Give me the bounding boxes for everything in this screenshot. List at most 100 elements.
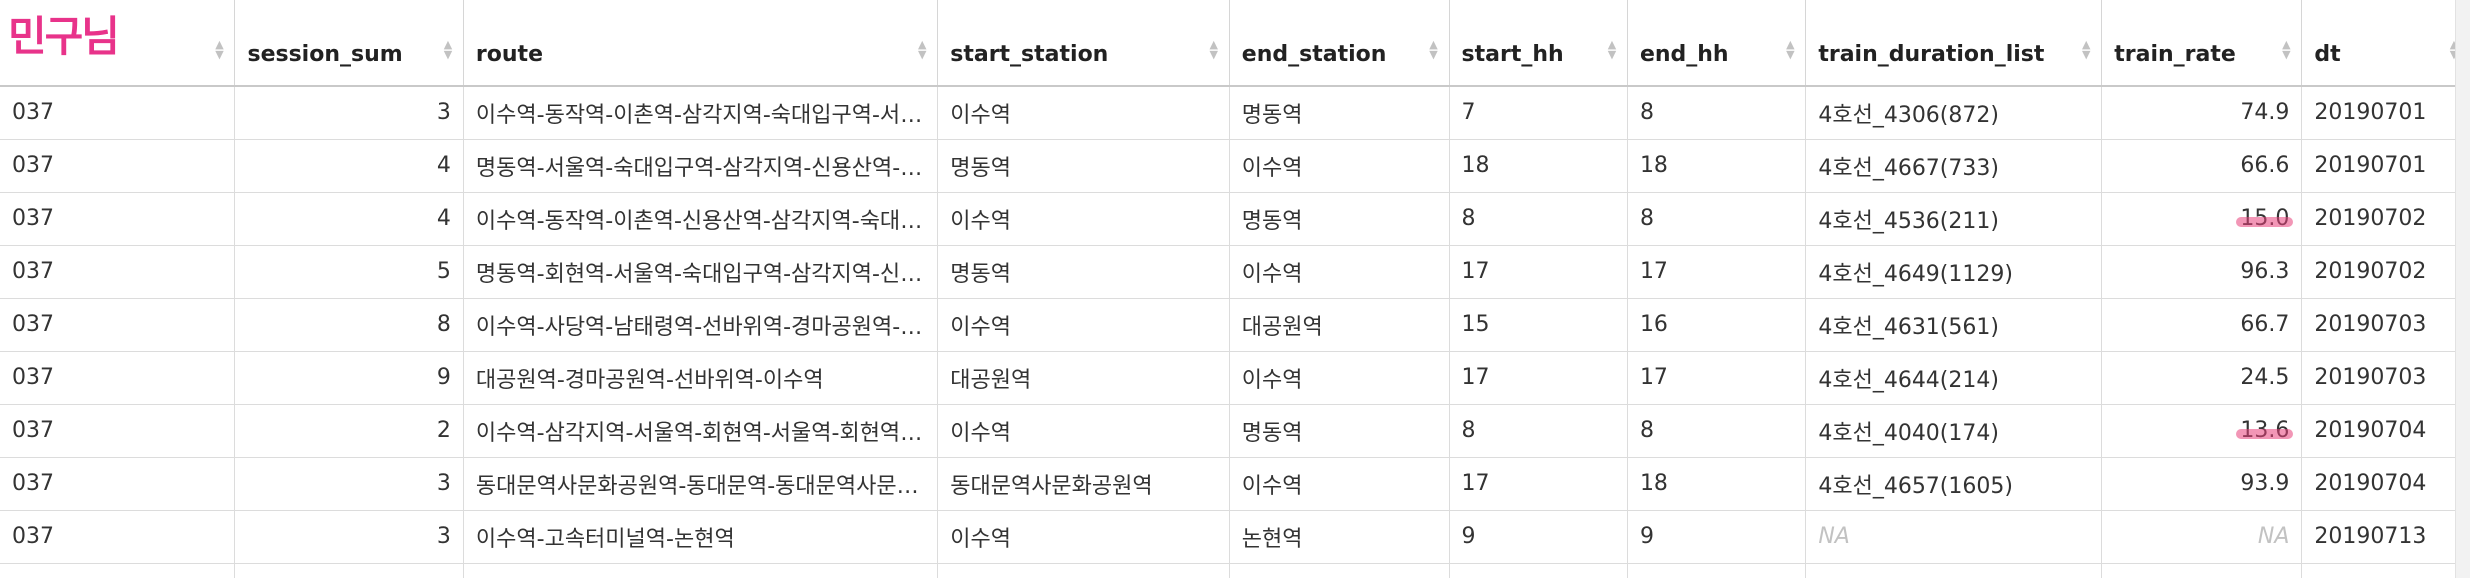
cell-start-station: 동대문역사문화공원역 <box>937 457 1230 511</box>
cell-end-station: 이수역 <box>1229 139 1450 193</box>
cell-dt: 20190702 <box>2301 245 2470 299</box>
cell-train-rate: 24.5 <box>2101 351 2303 405</box>
cell-c: 037 <box>0 510 236 564</box>
cell-end-hh: 9 <box>1627 510 1807 564</box>
column-header-end-station[interactable]: end_station ▲ ▼ <box>1229 0 1450 87</box>
sort-arrows-icon[interactable]: ▲ ▼ <box>1429 38 1438 61</box>
column-header-dt[interactable]: dt ▲ ▼ <box>2301 0 2470 87</box>
column-header-label: session_sum <box>247 42 403 67</box>
sort-arrows-icon[interactable]: ▲ ▼ <box>443 38 453 61</box>
column-header-train-rate[interactable]: train_rate ▲ ▼ <box>2101 0 2303 87</box>
cell-route: 대공원역-경마공원역-선바위역-이수역 <box>463 351 939 405</box>
cell-start-station: 명동역 <box>937 139 1230 193</box>
cell-train-duration-list: 4호선_4657(1605) <box>1805 457 2103 511</box>
cell-end-hh: 8 <box>1627 192 1807 246</box>
sort-arrows-icon[interactable]: ▲ ▼ <box>2082 38 2091 61</box>
cell-train-duration-list: NA <box>1805 510 2103 564</box>
cell-train-duration-list: 4호선_4649(1129) <box>1805 245 2103 299</box>
cell-session-sum: 8 <box>234 298 464 352</box>
highlight-mark: 15.0 <box>2236 206 2294 231</box>
sort-arrows-icon[interactable]: ▲ ▼ <box>2282 38 2291 61</box>
cell-route: 이수역-사당역-남태령역-선바위역-경마공원역-대공원역 <box>463 298 939 352</box>
cell-train-rate: 66.7 <box>2101 298 2303 352</box>
cell-end-station: 이수역 <box>1229 351 1450 405</box>
cell-session-sum: 2 <box>234 404 464 458</box>
cell-dt: 20190703 <box>2301 298 2470 352</box>
vertical-scrollbar[interactable] <box>2455 0 2470 578</box>
table-row: 0374명동역-서울역-숙대입구역-삼각지역-신용산역-이촌역-신용...명동역… <box>0 139 2470 193</box>
cell-c: 037 <box>0 86 236 140</box>
sort-arrows-icon[interactable]: ▲ ▼ <box>1209 38 1219 61</box>
cell-start-station: 이수역 <box>937 86 1230 140</box>
table-row: 0373동대문역사문화공원역-동대문역-동대문역사문화공원역-동...동대문역사… <box>0 457 2470 511</box>
cell-dt: 20190704 <box>2301 404 2470 458</box>
column-header-label: start_station <box>950 42 1109 67</box>
cell-route: 논현역-고속터미널역-이수역 <box>463 563 939 578</box>
cell-train-rate: 66.6 <box>2101 139 2303 193</box>
cell-route: 이수역-동작역-이촌역-삼각지역-숙대입구역-서울역-회현역... <box>463 86 939 140</box>
column-header-label: start_hh <box>1461 42 1564 67</box>
cell-session-sum: 3 <box>234 86 464 140</box>
cell-start-hh: 17 <box>1449 351 1628 405</box>
cell-session-sum: 4 <box>234 192 464 246</box>
highlight-mark: 13.6 <box>2236 418 2294 443</box>
cell-start-station: 명동역 <box>937 245 1230 299</box>
table-body: 0373이수역-동작역-이촌역-삼각지역-숙대입구역-서울역-회현역...이수역… <box>0 86 2470 578</box>
cell-c: 037 <box>0 457 236 511</box>
cell-end-station: 대공원역 <box>1229 298 1450 352</box>
column-header-label: dt <box>2314 42 2341 67</box>
cell-end-station: 이수역 <box>1229 245 1450 299</box>
column-header-label: train_duration_list <box>1818 42 2045 67</box>
sort-arrows-icon[interactable]: ▲ ▼ <box>918 38 927 61</box>
table-row: 0374논현역-고속터미널역-이수역논현역이수역1010NANA20190713 <box>0 563 2470 578</box>
cell-dt: 20190713 <box>2301 510 2470 564</box>
cell-c: 037 <box>0 351 236 405</box>
column-header-start-station[interactable]: start_station ▲ ▼ <box>937 0 1230 87</box>
column-header-end-hh[interactable]: end_hh ▲ ▼ <box>1627 0 1807 87</box>
cell-start-hh: 17 <box>1449 457 1628 511</box>
cell-end-hh: 18 <box>1627 139 1807 193</box>
cell-start-station: 대공원역 <box>937 351 1230 405</box>
cell-train-duration-list: NA <box>1805 563 2103 578</box>
cell-train-rate: 13.6 <box>2101 404 2303 458</box>
sort-arrows-icon[interactable]: ▲ ▼ <box>1786 38 1795 61</box>
cell-end-hh: 10 <box>1627 563 1807 578</box>
column-header-train-duration-list[interactable]: train_duration_list ▲ ▼ <box>1805 0 2103 87</box>
cell-train-duration-list: 4호선_4040(174) <box>1805 404 2103 458</box>
column-header-label: route <box>475 42 543 67</box>
cell-dt: 20190704 <box>2301 457 2470 511</box>
sort-arrows-icon[interactable]: ▲ ▼ <box>215 38 224 61</box>
cell-start-hh: 8 <box>1449 404 1628 458</box>
cell-dt: 20190701 <box>2301 86 2470 140</box>
cell-c: 037 <box>0 404 236 458</box>
cell-start-hh: 7 <box>1449 86 1628 140</box>
cell-train-rate: NA <box>2101 510 2303 564</box>
table-row: 0373이수역-동작역-이촌역-삼각지역-숙대입구역-서울역-회현역...이수역… <box>0 86 2470 140</box>
sort-arrows-icon[interactable]: ▲ ▼ <box>1607 38 1617 61</box>
cell-session-sum: 4 <box>234 139 464 193</box>
table-row: 037 2 이수역-삼각지역-서울역-회현역-서울역-회현역-명동역 이수역 명동역 8 8… <box>0 404 2470 458</box>
cell-train-duration-list: 4호선_4631(561) <box>1805 298 2103 352</box>
column-header-start-hh[interactable]: start_hh ▲ ▼ <box>1449 0 1628 87</box>
cell-dt: 20190703 <box>2301 351 2470 405</box>
cell-dt: 20190713 <box>2301 563 2470 578</box>
cell-start-station: 이수역 <box>937 298 1230 352</box>
sort-arrows-icon[interactable]: ▲ ▼ <box>2449 38 2459 61</box>
cell-end-hh: 16 <box>1627 298 1807 352</box>
cell-train-rate: 93.9 <box>2101 457 2303 511</box>
cell-end-station: 명동역 <box>1229 192 1450 246</box>
column-header-label: end_hh <box>1639 42 1729 67</box>
cell-end-station: 명동역 <box>1229 404 1450 458</box>
column-header-session-sum[interactable]: session_sum ▲ ▼ <box>234 0 464 87</box>
cell-c: 037 <box>0 563 236 578</box>
cell-route: 이수역-고속터미널역-논현역 <box>463 510 939 564</box>
cell-start-hh: 15 <box>1449 298 1628 352</box>
table-row: 037 3 이수역-고속터미널역-논현역 이수역 논현역 9 9 NA NA 20190713 <box>0 510 2470 564</box>
cell-train-duration-list: 4호선_4536(211) <box>1805 192 2103 246</box>
cell-session-sum: 4 <box>234 563 464 578</box>
cell-train-rate: 15.0 <box>2101 192 2303 246</box>
column-header-route[interactable]: route ▲ ▼ <box>463 0 939 87</box>
cell-end-hh: 8 <box>1627 404 1807 458</box>
